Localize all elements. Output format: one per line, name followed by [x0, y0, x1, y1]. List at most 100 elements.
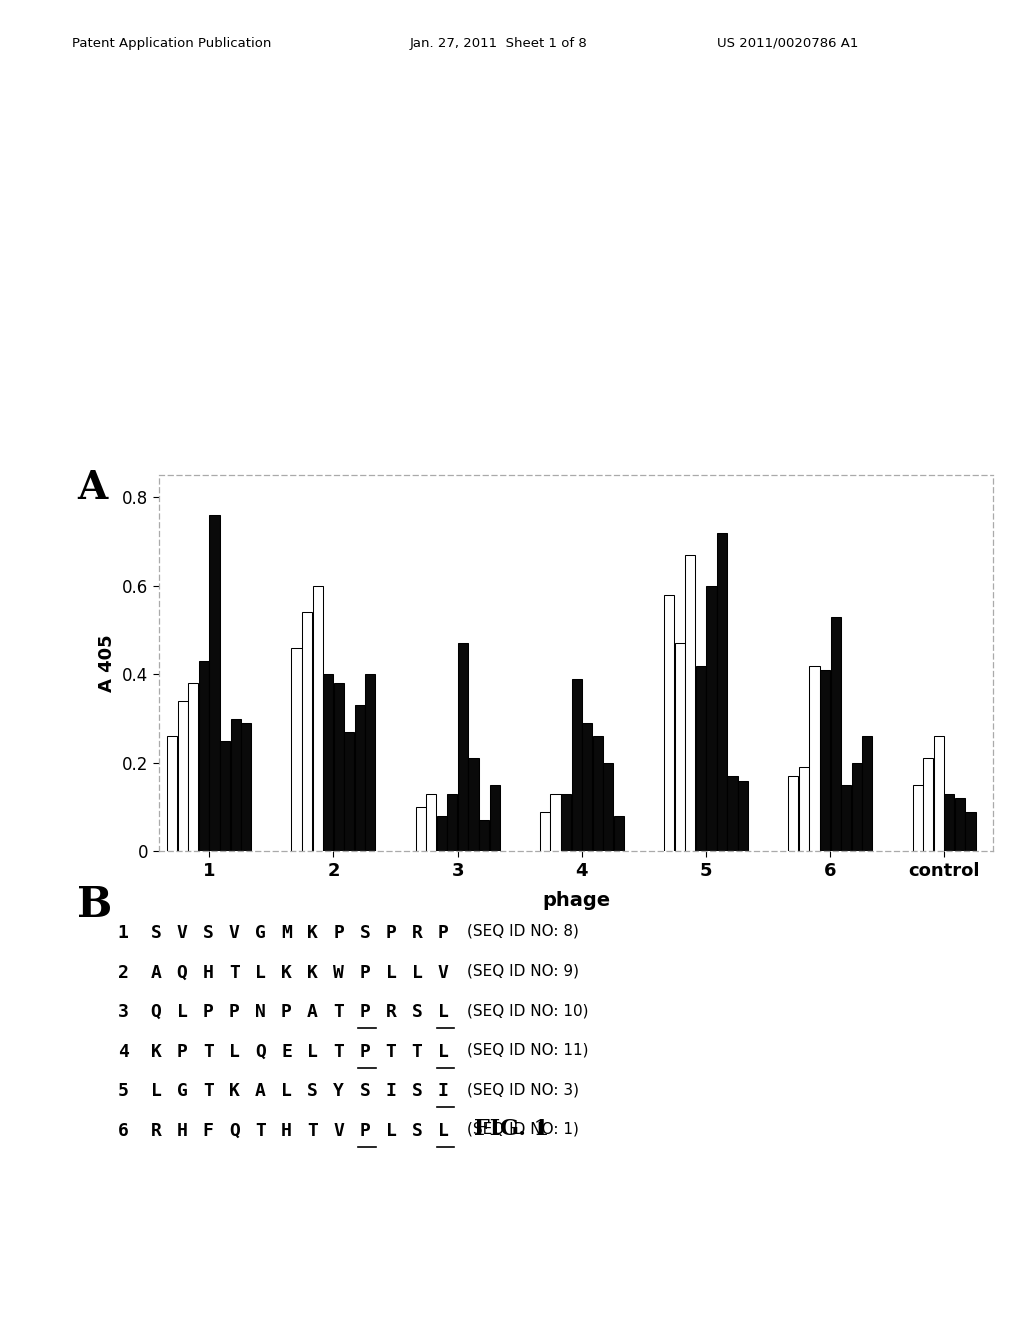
- Text: V: V: [334, 1122, 344, 1140]
- Text: T: T: [385, 1043, 396, 1061]
- Text: P: P: [281, 1003, 292, 1022]
- Text: K: K: [281, 964, 292, 982]
- Text: L: L: [385, 1122, 396, 1140]
- Text: S: S: [203, 924, 214, 942]
- Bar: [468, 759, 478, 851]
- Text: B: B: [77, 884, 112, 927]
- Bar: [561, 793, 571, 851]
- Text: 4: 4: [118, 1043, 129, 1061]
- Text: L: L: [151, 1082, 162, 1101]
- Bar: [241, 723, 251, 851]
- Text: US 2011/0020786 A1: US 2011/0020786 A1: [717, 37, 858, 50]
- Text: L: L: [176, 1003, 187, 1022]
- Bar: [966, 812, 976, 851]
- Text: N: N: [255, 1003, 266, 1022]
- Text: 2: 2: [118, 964, 129, 982]
- Bar: [489, 785, 500, 851]
- Text: P: P: [203, 1003, 214, 1022]
- Text: H: H: [203, 964, 214, 982]
- Bar: [210, 515, 219, 851]
- Bar: [675, 643, 685, 851]
- Text: L: L: [438, 1043, 449, 1061]
- Bar: [437, 816, 446, 851]
- Text: 5: 5: [118, 1082, 129, 1101]
- Bar: [788, 776, 799, 851]
- Text: V: V: [176, 924, 187, 942]
- Bar: [695, 665, 706, 851]
- Bar: [571, 678, 582, 851]
- Text: P: P: [359, 1122, 371, 1140]
- Text: T: T: [334, 1043, 344, 1061]
- Bar: [923, 759, 933, 851]
- Bar: [727, 776, 737, 851]
- Text: V: V: [438, 964, 449, 982]
- Bar: [830, 616, 841, 851]
- Bar: [199, 661, 209, 851]
- Bar: [220, 741, 230, 851]
- Text: (SEQ ID NO: 11): (SEQ ID NO: 11): [467, 1043, 589, 1057]
- Text: (SEQ ID NO: 9): (SEQ ID NO: 9): [467, 964, 579, 978]
- Text: L: L: [438, 1122, 449, 1140]
- Text: V: V: [228, 924, 240, 942]
- Bar: [540, 812, 550, 851]
- Bar: [593, 737, 603, 851]
- Text: S: S: [412, 1003, 423, 1022]
- Text: H: H: [281, 1122, 292, 1140]
- Text: A: A: [255, 1082, 266, 1101]
- Bar: [852, 763, 862, 851]
- Bar: [841, 785, 851, 851]
- Bar: [188, 684, 199, 851]
- Text: Jan. 27, 2011  Sheet 1 of 8: Jan. 27, 2011 Sheet 1 of 8: [410, 37, 588, 50]
- Bar: [820, 671, 830, 851]
- Bar: [799, 767, 809, 851]
- Text: T: T: [255, 1122, 266, 1140]
- Text: S: S: [359, 1082, 371, 1101]
- Text: M: M: [281, 924, 292, 942]
- Text: P: P: [359, 1003, 371, 1022]
- Text: K: K: [307, 964, 318, 982]
- Text: S: S: [412, 1122, 423, 1140]
- Text: L: L: [228, 1043, 240, 1061]
- Text: G: G: [176, 1082, 187, 1101]
- Bar: [665, 595, 674, 851]
- Text: I: I: [385, 1082, 396, 1101]
- Text: T: T: [203, 1082, 214, 1101]
- Text: A: A: [77, 469, 108, 507]
- Bar: [738, 780, 749, 851]
- Bar: [717, 533, 727, 851]
- Bar: [334, 684, 344, 851]
- Text: (SEQ ID NO: 3): (SEQ ID NO: 3): [467, 1082, 579, 1097]
- Text: S: S: [412, 1082, 423, 1101]
- Text: Y: Y: [334, 1082, 344, 1101]
- Bar: [292, 648, 301, 851]
- Text: R: R: [412, 924, 423, 942]
- Text: I: I: [438, 1082, 449, 1101]
- Bar: [479, 821, 489, 851]
- Bar: [458, 643, 468, 851]
- Text: Q: Q: [228, 1122, 240, 1140]
- Text: K: K: [307, 924, 318, 942]
- Text: G: G: [255, 924, 266, 942]
- Bar: [312, 586, 323, 851]
- Text: H: H: [176, 1122, 187, 1140]
- X-axis label: phage: phage: [542, 891, 610, 909]
- Bar: [603, 763, 613, 851]
- Bar: [178, 701, 187, 851]
- Text: F: F: [203, 1122, 214, 1140]
- Text: T: T: [334, 1003, 344, 1022]
- Bar: [230, 718, 241, 851]
- Text: W: W: [334, 964, 344, 982]
- Text: P: P: [176, 1043, 187, 1061]
- Text: 3: 3: [118, 1003, 129, 1022]
- Text: (SEQ ID NO: 8): (SEQ ID NO: 8): [467, 924, 579, 939]
- Text: P: P: [228, 1003, 240, 1022]
- Text: T: T: [228, 964, 240, 982]
- Text: T: T: [307, 1122, 318, 1140]
- Bar: [912, 785, 923, 851]
- Text: Q: Q: [255, 1043, 266, 1061]
- Text: 1: 1: [118, 924, 129, 942]
- Bar: [944, 793, 954, 851]
- Text: A: A: [307, 1003, 318, 1022]
- Bar: [344, 731, 354, 851]
- Bar: [934, 737, 944, 851]
